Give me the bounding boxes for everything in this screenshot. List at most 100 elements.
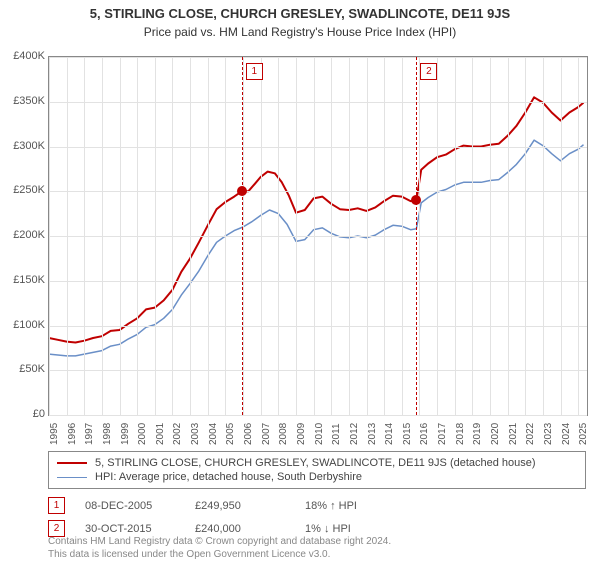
footer-line1: Contains HM Land Registry data © Crown c… [48,536,586,549]
sale-note-delta: 1% ↓ HPI [305,523,395,535]
x-tick-label: 2017 [437,423,448,445]
y-tick-label: £100K [3,319,45,331]
x-tick-label: 2014 [384,423,395,445]
gridline-v [384,57,385,415]
sale-vline-badge: 2 [420,63,437,80]
gridline-v [525,57,526,415]
gridline-v [349,57,350,415]
sale-note-date: 30-OCT-2015 [85,523,175,535]
footer-line2: This data is licensed under the Open Gov… [48,549,586,562]
gridline-v [225,57,226,415]
gridline-v [190,57,191,415]
gridline-v [561,57,562,415]
gridline-h [49,191,587,192]
x-tick-label: 2007 [261,423,272,445]
x-tick-label: 2008 [278,423,289,445]
gridline-v [120,57,121,415]
footer-attribution: Contains HM Land Registry data © Crown c… [48,536,586,561]
sale-marker [411,195,421,205]
legend-label: HPI: Average price, detached house, Sout… [95,471,362,483]
sale-note-delta: 18% ↑ HPI [305,500,395,512]
sale-vline [242,57,243,415]
x-tick-label: 1999 [120,423,131,445]
gridline-h [49,147,587,148]
y-tick-label: £150K [3,274,45,286]
y-tick-label: £0 [3,408,45,420]
x-tick-label: 2006 [243,423,254,445]
x-tick-label: 2022 [525,423,536,445]
gridline-v [243,57,244,415]
x-tick-label: 2018 [455,423,466,445]
legend-swatch [57,477,87,478]
x-tick-label: 2000 [137,423,148,445]
gridline-v [419,57,420,415]
x-tick-label: 1995 [49,423,60,445]
gridline-v [508,57,509,415]
gridline-h [49,102,587,103]
gridline-h [49,415,587,416]
sale-note-badge: 1 [48,497,65,514]
plot-area: 1995199619971998199920002001200220032004… [48,56,588,416]
x-tick-label: 1998 [102,423,113,445]
legend-row: HPI: Average price, detached house, Sout… [57,470,577,484]
x-tick-label: 2016 [419,423,430,445]
y-tick-label: £400K [3,50,45,62]
gridline-v [67,57,68,415]
x-tick-label: 2021 [508,423,519,445]
gridline-v [296,57,297,415]
gridline-v [367,57,368,415]
x-tick-label: 2015 [402,423,413,445]
y-tick-label: £250K [3,184,45,196]
x-tick-label: 2019 [472,423,483,445]
gridline-v [208,57,209,415]
sale-marker [237,186,247,196]
sale-note-price: £240,000 [195,523,285,535]
gridline-v [402,57,403,415]
gridline-v [137,57,138,415]
gridline-v [437,57,438,415]
y-tick-label: £300K [3,140,45,152]
gridline-v [155,57,156,415]
gridline-v [84,57,85,415]
gridline-v [490,57,491,415]
chart-subtitle: Price paid vs. HM Land Registry's House … [0,25,600,39]
gridline-h [49,281,587,282]
legend-swatch [57,462,87,464]
gridline-v [455,57,456,415]
gridline-v [472,57,473,415]
gridline-v [172,57,173,415]
x-tick-label: 2020 [490,423,501,445]
sale-note-price: £249,950 [195,500,285,512]
sales-notes: 108-DEC-2005£249,95018% ↑ HPI230-OCT-201… [48,494,586,540]
x-tick-label: 2009 [296,423,307,445]
x-tick-label: 2012 [349,423,360,445]
x-tick-label: 2010 [314,423,325,445]
legend-label: 5, STIRLING CLOSE, CHURCH GRESLEY, SWADL… [95,457,536,469]
series-property [49,97,584,342]
x-tick-label: 1997 [84,423,95,445]
x-tick-label: 2011 [331,423,342,445]
y-tick-label: £350K [3,95,45,107]
gridline-h [49,57,587,58]
y-tick-label: £50K [3,363,45,375]
sale-note-date: 08-DEC-2005 [85,500,175,512]
x-tick-label: 1996 [67,423,78,445]
gridline-v [578,57,579,415]
gridline-v [49,57,50,415]
gridline-h [49,370,587,371]
x-tick-label: 2025 [578,423,589,445]
gridline-v [278,57,279,415]
sale-note-row: 1 08-DEC-2005 £249,950 18% ↑ HPI [48,494,586,517]
x-tick-label: 2004 [208,423,219,445]
gridline-h [49,236,587,237]
sale-vline-badge: 1 [246,63,263,80]
chart-title: 5, STIRLING CLOSE, CHURCH GRESLEY, SWADL… [0,6,600,21]
sale-vline [416,57,417,415]
x-tick-label: 2001 [155,423,166,445]
gridline-v [543,57,544,415]
gridline-v [314,57,315,415]
x-tick-label: 2013 [367,423,378,445]
gridline-h [49,326,587,327]
legend-box: 5, STIRLING CLOSE, CHURCH GRESLEY, SWADL… [48,451,586,489]
legend-row: 5, STIRLING CLOSE, CHURCH GRESLEY, SWADL… [57,456,577,470]
